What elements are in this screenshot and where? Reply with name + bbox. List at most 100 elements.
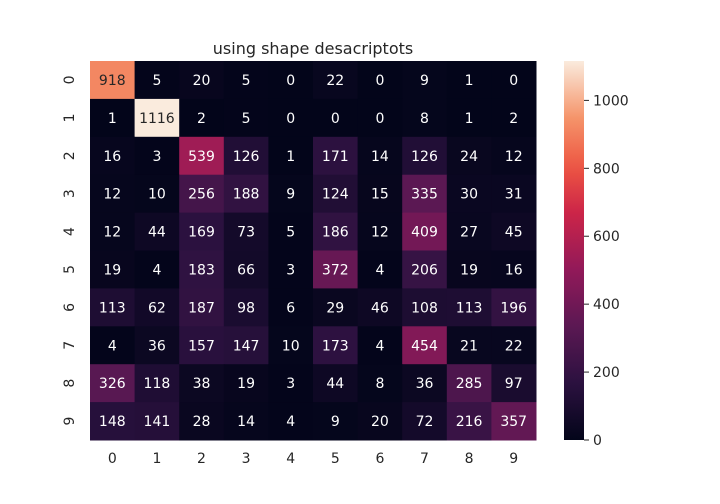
cell-value-label: 4 xyxy=(286,414,295,430)
heatmap-cell xyxy=(268,136,314,176)
cell-value-label: 62 xyxy=(148,300,166,316)
cell-value-label: 1 xyxy=(108,111,117,127)
cell-value-label: 2 xyxy=(509,111,518,127)
colorbar-tick-label: 600 xyxy=(593,229,620,245)
cell-value-label: 539 xyxy=(188,149,215,165)
cell-value-label: 36 xyxy=(416,376,434,392)
heatmap-cell xyxy=(357,364,403,403)
cell-value-label: 186 xyxy=(322,225,349,241)
cell-value-label: 8 xyxy=(375,376,384,392)
cell-value-label: 148 xyxy=(99,414,126,430)
heatmap-cell xyxy=(223,326,269,365)
y-tick-label: 9 xyxy=(62,417,78,426)
cell-value-label: 335 xyxy=(411,187,438,203)
colorbar xyxy=(564,61,584,440)
heatmap-cell xyxy=(313,136,359,176)
cell-value-label: 6 xyxy=(286,300,295,316)
y-tick-label: 5 xyxy=(62,265,78,274)
heatmap-cell xyxy=(357,174,403,214)
cell-value-label: 19 xyxy=(460,262,478,278)
heatmap-cell xyxy=(179,212,225,251)
heatmap-cell xyxy=(402,136,448,176)
cell-value-label: 2 xyxy=(197,111,206,127)
heatmap-cell xyxy=(446,98,492,138)
cell-value-label: 118 xyxy=(144,376,171,392)
cell-value-label: 44 xyxy=(148,225,166,241)
heatmap-cell xyxy=(134,250,180,289)
cell-value-label: 30 xyxy=(460,187,478,203)
heatmap-cell xyxy=(491,288,537,327)
cell-value-label: 12 xyxy=(103,187,121,203)
cell-value-label: 5 xyxy=(286,225,295,241)
heatmap-cell xyxy=(179,364,225,403)
heatmap-cell xyxy=(446,250,492,289)
cell-value-label: 19 xyxy=(103,262,121,278)
heatmap-cell xyxy=(313,250,359,289)
heatmap-cell xyxy=(313,212,359,251)
cell-value-label: 21 xyxy=(460,338,478,354)
heatmap-cell xyxy=(446,136,492,176)
heatmap-cell xyxy=(179,288,225,327)
heatmap-cell xyxy=(357,212,403,251)
heatmap-cell xyxy=(134,98,180,138)
heatmap-cell xyxy=(90,212,136,251)
heatmap-cell xyxy=(313,288,359,327)
x-tick-label: 5 xyxy=(331,451,340,467)
colorbar-tick-label: 800 xyxy=(593,161,620,177)
cell-value-label: 3 xyxy=(286,262,295,278)
y-tick-label: 3 xyxy=(62,189,78,198)
cell-value-label: 4 xyxy=(152,262,161,278)
heatmap-cell xyxy=(402,364,448,403)
cell-value-label: 0 xyxy=(375,111,384,127)
cell-value-label: 0 xyxy=(331,111,340,127)
y-tick-label: 2 xyxy=(62,151,78,160)
cell-value-label: 0 xyxy=(286,111,295,127)
cell-value-label: 20 xyxy=(193,73,211,89)
heatmap-cell xyxy=(402,174,448,214)
cell-value-label: 372 xyxy=(322,262,349,278)
cell-value-label: 36 xyxy=(148,338,166,354)
y-tick-label: 0 xyxy=(62,75,78,84)
heatmap-cell xyxy=(313,402,359,441)
cell-value-label: 66 xyxy=(237,262,255,278)
heatmap-cell xyxy=(179,98,225,138)
cell-value-label: 173 xyxy=(322,338,349,354)
cell-value-label: 31 xyxy=(505,187,523,203)
x-tick-label: 4 xyxy=(286,451,295,467)
heatmap-cell xyxy=(134,364,180,403)
x-tick-label: 0 xyxy=(108,451,117,467)
heatmap-cell xyxy=(268,174,314,214)
cell-value-label: 97 xyxy=(505,376,523,392)
cell-value-label: 124 xyxy=(322,187,349,203)
cell-value-label: 5 xyxy=(242,111,251,127)
heatmap-cell xyxy=(402,98,448,138)
colorbar-tick-label: 200 xyxy=(593,365,620,381)
heatmap-cell xyxy=(90,250,136,289)
heatmap-cell xyxy=(134,402,180,441)
cell-value-label: 108 xyxy=(411,300,438,316)
cell-value-label: 12 xyxy=(103,225,121,241)
heatmap-cell xyxy=(90,364,136,403)
heatmap-cell xyxy=(491,98,537,138)
cell-value-label: 24 xyxy=(460,149,478,165)
cell-value-label: 188 xyxy=(233,187,260,203)
cell-value-label: 10 xyxy=(148,187,166,203)
heatmap-cell xyxy=(179,174,225,214)
heatmap-cell xyxy=(268,326,314,365)
heatmap-cell xyxy=(179,402,225,441)
x-tick-label: 9 xyxy=(509,451,518,467)
cell-value-label: 4 xyxy=(108,338,117,354)
heatmap-cell xyxy=(90,61,136,100)
heatmap-cell xyxy=(446,61,492,100)
cell-value-label: 29 xyxy=(326,300,344,316)
heatmap-cell xyxy=(402,288,448,327)
colorbar-tick-label: 1000 xyxy=(593,93,629,109)
cell-value-label: 126 xyxy=(411,149,438,165)
cell-value-label: 3 xyxy=(152,149,161,165)
heatmap-cell xyxy=(134,212,180,251)
cell-value-label: 44 xyxy=(326,376,344,392)
cell-value-label: 285 xyxy=(456,376,483,392)
heatmap-cell xyxy=(357,98,403,138)
heatmap-cell xyxy=(268,212,314,251)
